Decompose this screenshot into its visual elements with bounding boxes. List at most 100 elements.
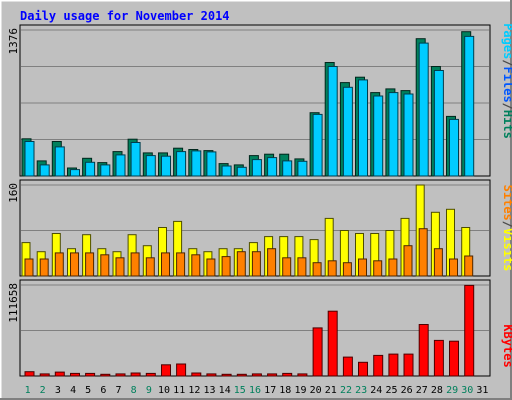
day-label-20: 20 <box>310 385 322 396</box>
bar-kbytes-18 <box>282 372 293 377</box>
bar-kbytes-6 <box>100 373 111 377</box>
bar-sites-22 <box>342 262 352 277</box>
legend-sep-1: / <box>501 59 512 66</box>
legend-hits-files-pages: Pages/Files/Hits <box>501 23 512 139</box>
day-label-23: 23 <box>355 385 367 396</box>
bar-sites-15 <box>236 251 246 277</box>
bar-sites-3 <box>54 252 64 277</box>
day-label-27: 27 <box>416 385 428 396</box>
bar-files-4 <box>70 169 80 177</box>
bar-kbytes-10 <box>161 364 171 377</box>
day-label-4: 4 <box>70 385 76 396</box>
bar-sites-17 <box>267 248 277 277</box>
day-label-15: 15 <box>234 385 246 396</box>
bar-files-23 <box>358 79 368 177</box>
day-label-8: 8 <box>131 385 137 396</box>
bar-kbytes-1 <box>24 371 35 377</box>
bar-kbytes-7 <box>115 373 126 377</box>
bar-sites-10 <box>161 252 170 277</box>
day-label-24: 24 <box>370 385 382 396</box>
bar-files-24 <box>373 95 384 177</box>
bar-sites-9 <box>145 257 155 277</box>
bar-sites-12 <box>191 254 201 277</box>
bar-sites-27 <box>418 228 428 277</box>
bar-files-28 <box>433 70 444 177</box>
legend-visits: Visits <box>501 228 512 271</box>
ymax-label-kbytes: 111658 <box>7 283 20 323</box>
bar-kbytes-20 <box>312 327 323 377</box>
day-label-25: 25 <box>385 385 397 396</box>
bar-files-20 <box>312 113 323 177</box>
legend-files: Files <box>501 67 512 103</box>
bar-files-11 <box>176 151 187 177</box>
bar-kbytes-2 <box>39 373 50 377</box>
bar-kbytes-23 <box>358 361 368 377</box>
bar-files-16 <box>251 159 262 177</box>
bar-kbytes-8 <box>130 372 141 377</box>
bar-kbytes-12 <box>191 372 202 377</box>
bar-files-9 <box>145 155 156 177</box>
legend-sep-2: / <box>501 103 512 110</box>
bar-files-25 <box>388 92 399 177</box>
legend-sep-3: / <box>501 221 512 228</box>
legend-hits: Hits <box>501 110 512 139</box>
legend-kbytes: KBytes <box>501 324 512 367</box>
day-label-9: 9 <box>146 385 152 396</box>
bar-kbytes-16 <box>251 373 262 377</box>
day-label-29: 29 <box>446 385 458 396</box>
bar-files-15 <box>236 166 247 177</box>
bar-files-3 <box>54 146 65 177</box>
bar-kbytes-21 <box>327 310 338 377</box>
day-label-13: 13 <box>203 385 215 396</box>
bar-files-19 <box>297 160 308 177</box>
bar-sites-1 <box>24 258 34 277</box>
bar-sites-29 <box>449 258 458 277</box>
day-label-5: 5 <box>85 385 91 396</box>
bar-files-30 <box>464 35 475 177</box>
day-label-14: 14 <box>219 385 231 396</box>
day-label-16: 16 <box>249 385 261 396</box>
bar-sites-13 <box>206 258 216 277</box>
bar-sites-25 <box>388 258 398 277</box>
ymax-label-hits: 1376 <box>7 28 20 55</box>
day-label-30: 30 <box>461 385 473 396</box>
bar-sites-6 <box>100 254 110 277</box>
bar-kbytes-30 <box>464 284 475 377</box>
legend-pages: Pages <box>501 23 512 59</box>
bar-kbytes-15 <box>236 373 247 377</box>
bar-kbytes-9 <box>145 372 156 377</box>
bar-files-17 <box>267 157 278 177</box>
day-label-11: 11 <box>173 385 185 396</box>
bar-files-2 <box>39 164 50 177</box>
legend-visits-sites: Sites/Visits <box>501 185 512 272</box>
bar-sites-24 <box>373 260 383 277</box>
day-label-31: 31 <box>476 385 488 396</box>
bar-sites-18 <box>282 257 292 277</box>
bar-sites-28 <box>433 248 443 277</box>
bar-files-22 <box>342 86 353 177</box>
bar-kbytes-27 <box>418 324 429 377</box>
bar-kbytes-5 <box>85 372 96 377</box>
chart-title: Daily usage for November 2014 <box>20 9 230 23</box>
bar-sites-5 <box>85 252 95 277</box>
bar-files-1 <box>24 141 35 177</box>
bar-files-5 <box>85 161 96 177</box>
bar-sites-7 <box>115 257 125 277</box>
day-label-1: 1 <box>25 385 31 396</box>
day-label-6: 6 <box>100 385 106 396</box>
ymax-label-visits: 160 <box>7 183 20 203</box>
day-label-10: 10 <box>158 385 170 396</box>
bar-kbytes-3 <box>54 371 65 377</box>
day-label-19: 19 <box>294 385 306 396</box>
bar-sites-8 <box>130 252 140 277</box>
bar-kbytes-26 <box>403 353 414 377</box>
day-label-7: 7 <box>115 385 121 396</box>
bar-kbytes-24 <box>373 354 384 377</box>
bar-files-27 <box>418 42 429 177</box>
bar-kbytes-11 <box>176 363 187 377</box>
legend-sites: Sites <box>501 185 512 221</box>
bar-files-8 <box>130 142 141 177</box>
bar-kbytes-19 <box>297 373 308 377</box>
day-label-17: 17 <box>264 385 276 396</box>
